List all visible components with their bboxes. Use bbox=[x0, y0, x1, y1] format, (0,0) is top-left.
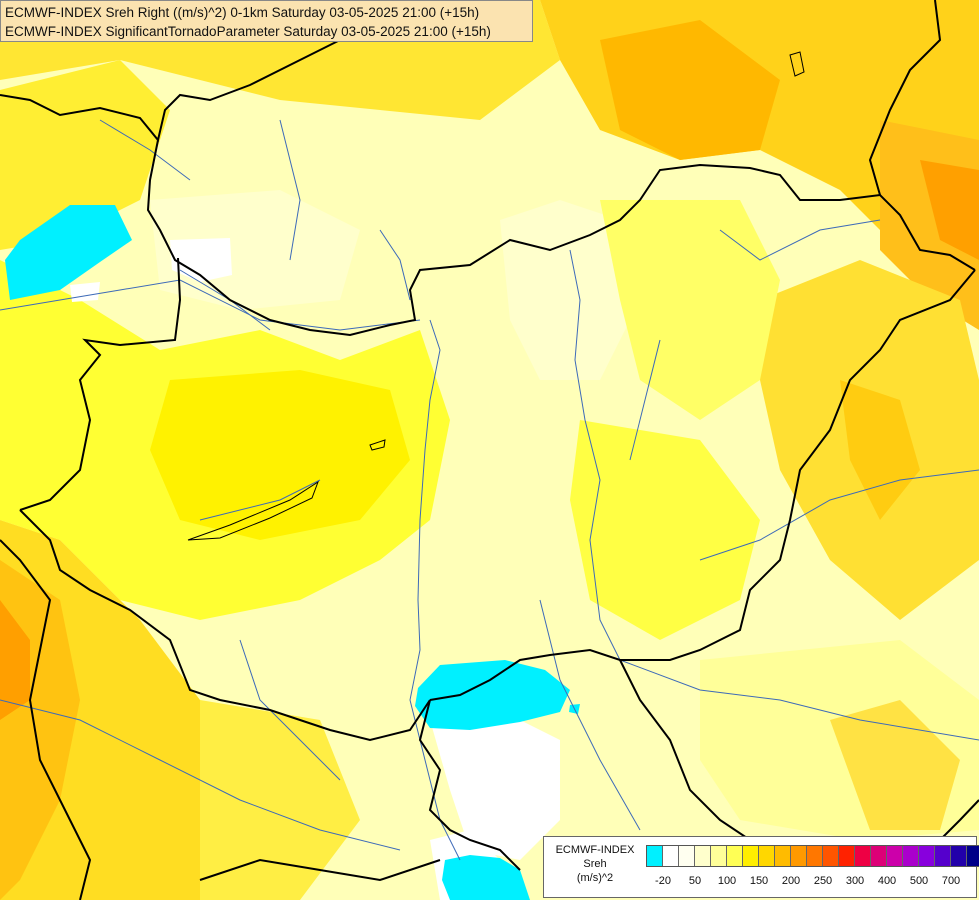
legend-swatch bbox=[967, 846, 979, 866]
legend-tick-label: 250 bbox=[813, 875, 833, 887]
legend-tick-label: 400 bbox=[877, 875, 897, 887]
legend-swatch bbox=[871, 846, 887, 866]
legend-swatch bbox=[711, 846, 727, 866]
legend-swatch bbox=[791, 846, 807, 866]
legend-swatch bbox=[839, 846, 855, 866]
rivers bbox=[0, 119, 979, 861]
legend-ticks: -20 50 100 150 200 250 300 400 500 700 bbox=[646, 875, 979, 891]
legend-swatch bbox=[919, 846, 935, 866]
legend-source: ECMWF-INDEX bbox=[555, 844, 635, 856]
legend-swatch bbox=[647, 846, 663, 866]
negative-value-patches bbox=[5, 205, 580, 900]
legend-swatch bbox=[887, 846, 903, 866]
legend-tick-label: -20 bbox=[655, 875, 671, 887]
legend-swatch bbox=[663, 846, 679, 866]
legend-variable: Sreh bbox=[583, 858, 607, 870]
legend-tick-label: 200 bbox=[781, 875, 801, 887]
legend-swatch bbox=[855, 846, 871, 866]
legend-swatch bbox=[951, 846, 967, 866]
legend-swatch bbox=[903, 846, 919, 866]
legend-label: ECMWF-INDEX Sreh (m/s)^2 bbox=[548, 843, 642, 885]
legend-swatch bbox=[695, 846, 711, 866]
legend-swatch bbox=[823, 846, 839, 866]
lakes bbox=[187, 51, 805, 541]
title-line-stp: ECMWF-INDEX SignificantTornadoParameter … bbox=[5, 24, 491, 39]
legend-tick-label: 150 bbox=[749, 875, 769, 887]
legend-unit: (m/s)^2 bbox=[576, 872, 614, 884]
legend-tick-label: 700 bbox=[941, 875, 961, 887]
legend-tick-label: 500 bbox=[909, 875, 929, 887]
map-title-box: ECMWF-INDEX Sreh Right ((m/s)^2) 0-1km S… bbox=[0, 0, 533, 42]
legend-swatch bbox=[743, 846, 759, 866]
legend-swatch bbox=[727, 846, 743, 866]
legend-tick-label: 100 bbox=[717, 875, 737, 887]
legend-swatch bbox=[775, 846, 791, 866]
legend-swatch bbox=[935, 846, 951, 866]
legend-swatches bbox=[646, 845, 979, 867]
legend-tick-label: 300 bbox=[845, 875, 865, 887]
legend-swatch bbox=[807, 846, 823, 866]
color-legend: ECMWF-INDEX Sreh (m/s)^2 -20 50 100 150 200 2… bbox=[543, 836, 979, 898]
title-line-sreh: ECMWF-INDEX Sreh Right ((m/s)^2) 0-1km S… bbox=[5, 5, 480, 20]
legend-tick-label: 50 bbox=[688, 875, 702, 887]
legend-swatch bbox=[679, 846, 695, 866]
legend-swatch bbox=[759, 846, 775, 866]
